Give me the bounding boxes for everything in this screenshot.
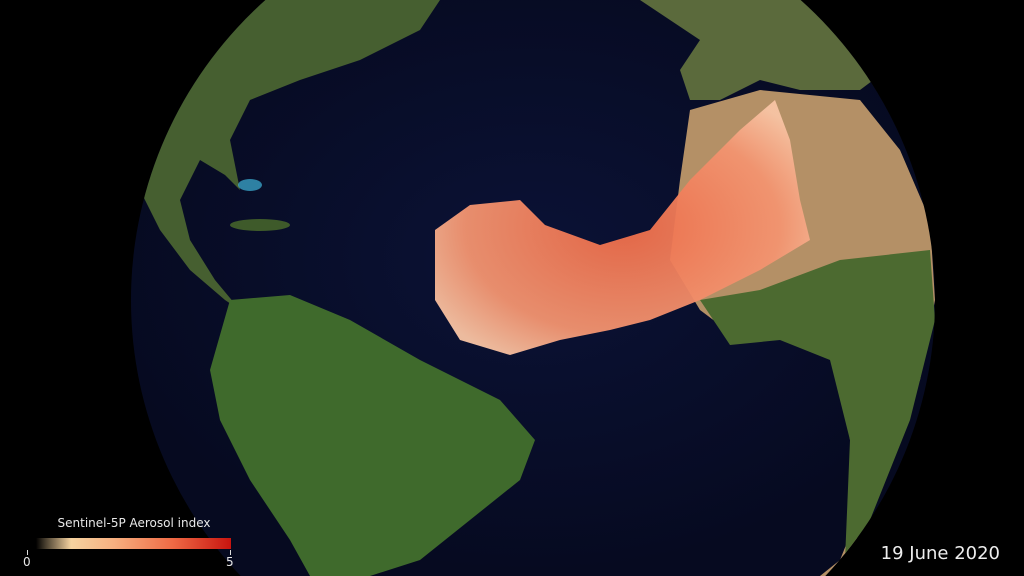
legend-tick-max xyxy=(230,550,231,555)
legend-title: Sentinel-5P Aerosol index xyxy=(57,516,211,530)
legend-max-label: 5 xyxy=(226,555,234,569)
bahamas-shallows xyxy=(238,179,262,191)
saharan-dust-plume xyxy=(435,100,810,355)
date-label: 19 June 2020 xyxy=(880,543,1000,564)
south-america xyxy=(210,295,535,576)
legend-min-label: 0 xyxy=(23,555,31,569)
legend-tick-min xyxy=(27,550,28,555)
caribbean-islands xyxy=(230,219,290,231)
north-america xyxy=(130,0,440,310)
legend-colorbar xyxy=(36,538,231,549)
africa-vegetation xyxy=(700,250,935,560)
